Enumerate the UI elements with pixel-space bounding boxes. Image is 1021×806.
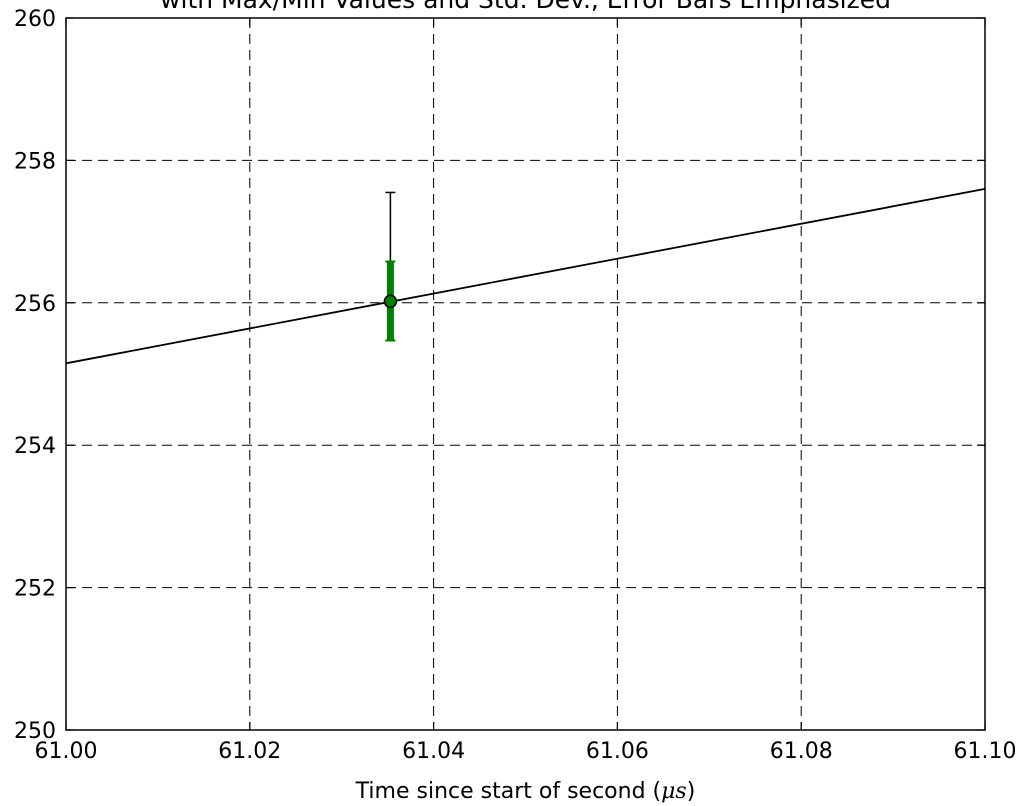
fit-line xyxy=(65,187,986,365)
plot-frame xyxy=(65,17,986,731)
series xyxy=(65,187,986,365)
x-tick-label: 61.02 xyxy=(218,739,281,764)
y-tick-label: 250 xyxy=(14,719,56,744)
y-tick-label: 258 xyxy=(14,149,56,174)
x-tick-label: 61.06 xyxy=(586,739,649,764)
chart-title: with Max/Min Values and Std. Dev., Error… xyxy=(160,0,891,14)
y-tick-label: 252 xyxy=(14,577,56,602)
x-tick-label: 61.00 xyxy=(35,739,98,764)
y-tick-label: 256 xyxy=(14,292,56,317)
y-tick-label: 260 xyxy=(14,7,56,32)
grid xyxy=(66,18,985,730)
ticks: 61.00 61.02 61.04 61.06 61.08 61.10 250 252 254 2… xyxy=(14,7,1016,764)
x-tick-label: 61.04 xyxy=(402,739,465,764)
data-point xyxy=(383,294,398,309)
x-axis-label: Time since start of second (μs) xyxy=(355,779,696,804)
y-tick-label: 254 xyxy=(14,434,56,459)
x-tick-label: 61.10 xyxy=(954,739,1017,764)
x-tick-label: 61.08 xyxy=(770,739,833,764)
